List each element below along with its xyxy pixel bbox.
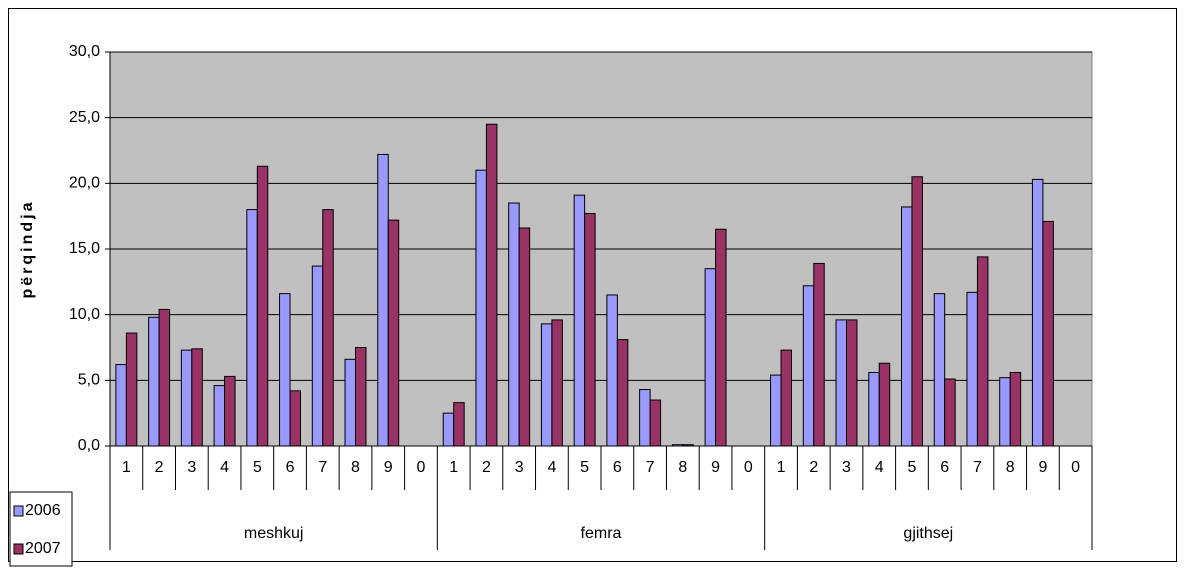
bar [715,228,727,447]
bar [999,377,1011,447]
x-tick-label: 0 [417,459,426,476]
bar [780,349,793,447]
x-tick-label: 9 [711,459,720,476]
x-tick-label: 7 [973,459,982,476]
x-tick-label: 8 [351,459,360,476]
group-label: femra [581,525,622,542]
y-tick-label: 10,0 [69,306,100,323]
bar [649,399,662,447]
x-tick-label: 1 [777,459,786,476]
bar [966,291,978,447]
x-tick-label: 0 [744,459,753,476]
bar [1031,178,1044,447]
x-tick-label: 3 [842,459,851,476]
legend-label: 2006 [25,502,61,519]
bar [933,293,946,447]
bar [606,294,618,447]
bar [344,358,356,447]
bar [835,319,847,447]
bar [846,319,858,447]
bar [944,378,956,447]
y-tick-label: 5,0 [78,372,100,389]
bar [1009,371,1022,447]
x-tick-label: 1 [122,459,131,476]
x-tick-label: 3 [515,459,524,476]
x-tick-label: 6 [613,459,622,476]
group-label: meshkuj [244,525,304,542]
legend-swatch [13,543,24,555]
x-tick-label: 5 [253,459,262,476]
x-tick-label: 4 [220,459,229,476]
bar [868,371,880,447]
y-tick-label: 20,0 [69,175,100,192]
x-tick-label: 5 [580,459,589,476]
bar [289,390,302,447]
y-axis-label: përqindja [19,199,36,298]
bar [639,389,651,447]
bar [322,209,334,447]
y-tick-label: 0,0 [78,437,100,454]
bar [508,202,520,447]
bar [180,349,193,447]
bar [377,153,389,447]
x-tick-label: 6 [286,459,295,476]
bar [802,285,815,447]
x-tick-label: 5 [908,459,917,476]
bar [148,316,160,447]
legend-swatch [13,505,24,517]
bar [191,348,203,447]
bar [115,364,127,447]
x-tick-label: 9 [1038,459,1047,476]
bar [387,219,400,447]
bar [616,339,629,447]
bar [158,308,171,447]
bar [813,262,825,447]
bar [900,206,913,447]
bar [1042,220,1054,447]
x-tick-label: 2 [482,459,491,476]
y-tick-label: 30,0 [69,43,100,60]
bar [246,209,258,447]
group-label: gjithsej [903,525,953,542]
bar [770,374,782,447]
bar [704,268,717,447]
x-tick-label: 6 [940,459,949,476]
x-tick-label: 7 [646,459,655,476]
bar [213,385,226,447]
bar [224,375,236,447]
legend-label: 2007 [25,540,61,557]
x-tick-label: 1 [449,459,458,476]
x-tick-label: 4 [875,459,884,476]
bar [551,319,563,447]
bar [453,402,465,447]
bar [878,362,891,447]
bar [279,293,291,447]
x-tick-label: 8 [678,459,687,476]
x-tick-label: 7 [318,459,327,476]
bar [125,332,138,447]
bar [573,194,586,447]
bar [355,347,367,447]
x-tick-label: 3 [187,459,196,476]
bar [540,323,553,447]
bar [584,213,596,447]
x-tick-label: 8 [1006,459,1015,476]
y-tick-label: 15,0 [69,240,100,257]
bar [976,256,989,447]
y-tick-label: 25,0 [69,109,100,126]
bar [911,176,923,447]
x-tick-label: 9 [384,459,393,476]
bar [518,227,531,447]
bar [442,412,455,447]
x-tick-label: 2 [155,459,164,476]
x-tick-label: 4 [547,459,556,476]
x-tick-label: 0 [1071,459,1080,476]
bar [311,265,324,447]
bar [485,123,498,447]
bar [256,165,269,447]
bar [475,169,487,447]
x-tick-label: 2 [809,459,818,476]
